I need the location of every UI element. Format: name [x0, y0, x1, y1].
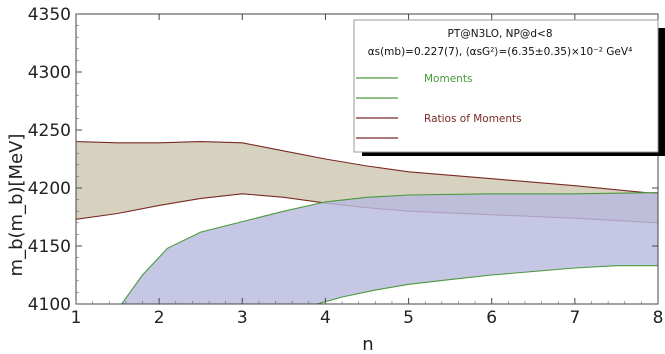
- axes-layer: [75, 13, 659, 305]
- x-tick-label: 7: [569, 308, 580, 328]
- x-tick-label: 8: [653, 308, 664, 328]
- legend-box: [353, 19, 659, 153]
- y-tick-label: 4300: [28, 63, 71, 83]
- y-tick-label: 4350: [28, 5, 71, 25]
- x-tick-label: 4: [320, 308, 331, 328]
- ratios-of-moments-upper-line: [76, 141, 658, 195]
- moments-band: [121, 192, 658, 304]
- plot-frame: [75, 13, 659, 305]
- ratios-of-moments-legend-label: Ratios of Moments: [424, 113, 522, 125]
- y-tick-label: 4250: [28, 121, 71, 141]
- y-axis-title: m_b(m_b)[MeV]: [6, 134, 27, 277]
- legend-header-line2: αs(mb)=0.227(7), ⟨αsG²⟩=(6.35±0.35)×10⁻²…: [368, 46, 633, 58]
- legend-header-line1: PT@N3LO, NP@d<8: [447, 28, 552, 40]
- ticks-layer: 1 2 3 4 5 6 7 8 4100 4150 4200 4250 4300 4350: [28, 5, 664, 328]
- y-tick-label: 4200: [28, 179, 71, 199]
- x-tick-label: 2: [154, 308, 165, 328]
- moments-legend-label: Moments: [424, 73, 472, 85]
- legend: PT@N3LO, NP@d<8 αs(mb)=0.227(7), ⟨αsG²⟩=…: [353, 19, 665, 156]
- x-tick-label: 1: [71, 308, 82, 328]
- x-axis-title: n: [362, 334, 373, 354]
- moments-lower-line: [316, 265, 658, 304]
- moments-upper-line: [121, 192, 658, 304]
- y-tick-label: 4100: [28, 295, 71, 315]
- x-tick-label: 3: [237, 308, 248, 328]
- x-tick-label: 6: [486, 308, 497, 328]
- x-tick-label: 5: [403, 308, 414, 328]
- y-tick-label: 4150: [28, 237, 71, 257]
- legend-entries: Moments Ratios of Moments: [356, 73, 522, 139]
- bands-layer: [76, 141, 658, 304]
